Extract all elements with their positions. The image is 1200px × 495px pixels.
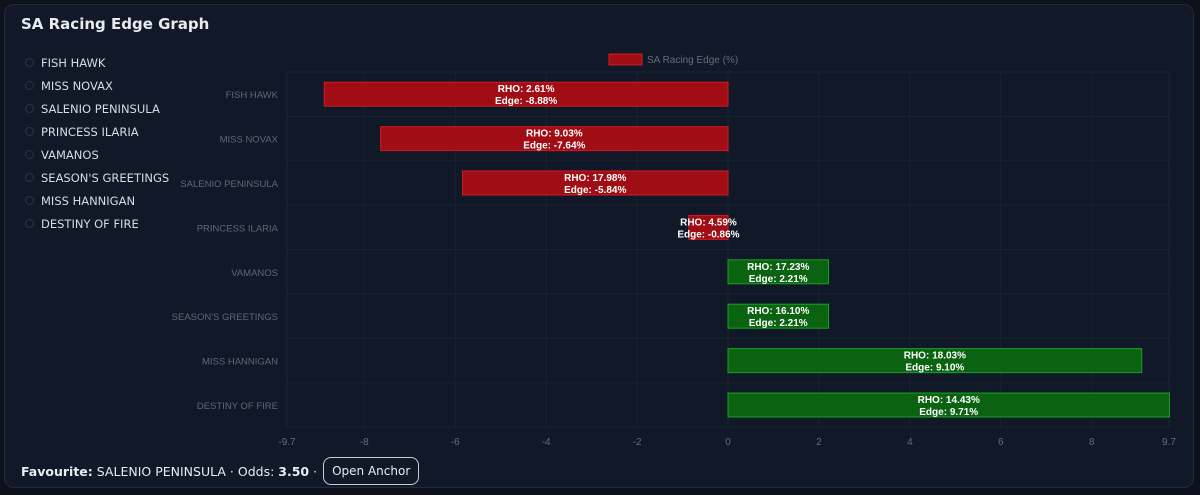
radio-icon[interactable] bbox=[25, 58, 34, 67]
odds-label: Odds: bbox=[237, 463, 275, 479]
runner-item[interactable]: VAMANOS bbox=[25, 143, 169, 166]
data-label: Edge: 9.10% bbox=[905, 363, 964, 374]
bar bbox=[461, 170, 729, 196]
x-tick-label: -4 bbox=[542, 437, 551, 448]
runner-label: VAMANOS bbox=[41, 147, 99, 162]
data-label: Edge: -5.84% bbox=[564, 185, 626, 196]
bar bbox=[727, 303, 829, 329]
data-label: Edge: 2.21% bbox=[749, 318, 808, 329]
category-label: SALENIO PENINSULA bbox=[180, 179, 278, 190]
x-tick-label: 9.7 bbox=[1162, 437, 1176, 448]
bar bbox=[380, 126, 729, 152]
data-label: RHO: 4.59% bbox=[680, 217, 737, 228]
radio-icon[interactable] bbox=[25, 196, 34, 205]
x-tick-label: 0 bbox=[725, 437, 731, 448]
data-label: Edge: 2.21% bbox=[749, 274, 808, 285]
category-label: SEASON'S GREETINGS bbox=[172, 312, 278, 323]
footer: Favourite: SALENIO PENINSULA · Odds: 3.5… bbox=[21, 457, 420, 485]
data-label: Edge: -8.88% bbox=[495, 96, 557, 107]
runner-item[interactable]: SALENIO PENINSULA bbox=[25, 97, 169, 120]
data-label: RHO: 18.03% bbox=[904, 351, 966, 362]
data-label: Edge: -0.86% bbox=[677, 229, 739, 240]
runner-list: FISH HAWK MISS NOVAX SALENIO PENINSULA P… bbox=[25, 51, 169, 235]
bar bbox=[727, 392, 1170, 418]
favourite-name: SALENIO PENINSULA bbox=[96, 463, 226, 479]
runner-label: PRINCESS ILARIA bbox=[41, 124, 139, 139]
graph-title: SA Racing Edge Graph bbox=[21, 15, 210, 33]
bar bbox=[323, 81, 729, 107]
x-tick-label: 6 bbox=[998, 437, 1004, 448]
favourite-label: Favourite: bbox=[21, 463, 93, 479]
odds-value: 3.50 bbox=[278, 463, 310, 479]
legend-label: SA Racing Edge (%) bbox=[647, 55, 738, 66]
x-tick-label: 2 bbox=[816, 437, 822, 448]
open-anchor-button[interactable]: Open Anchor bbox=[323, 457, 420, 485]
runner-label: SALENIO PENINSULA bbox=[41, 101, 160, 116]
runner-item[interactable]: FISH HAWK bbox=[25, 51, 169, 74]
data-label: RHO: 2.61% bbox=[498, 84, 555, 95]
runner-label: FISH HAWK bbox=[41, 55, 106, 70]
runner-label: MISS HANNIGAN bbox=[41, 193, 136, 208]
radio-icon[interactable] bbox=[25, 219, 34, 228]
data-label: RHO: 9.03% bbox=[526, 129, 583, 140]
runner-item[interactable]: PRINCESS ILARIA bbox=[25, 120, 169, 143]
data-label: RHO: 14.43% bbox=[918, 395, 980, 406]
runner-label: SEASON'S GREETINGS bbox=[41, 170, 170, 185]
radio-icon[interactable] bbox=[25, 127, 34, 136]
x-tick-label: -2 bbox=[633, 437, 642, 448]
x-tick-label: 8 bbox=[1089, 437, 1095, 448]
runner-item[interactable]: SEASON'S GREETINGS bbox=[25, 166, 169, 189]
data-label: RHO: 16.10% bbox=[747, 306, 809, 317]
bar bbox=[727, 348, 1143, 374]
category-label: MISS HANNIGAN bbox=[202, 357, 278, 368]
footer-separator: · bbox=[313, 463, 318, 479]
runner-label: DESTINY OF FIRE bbox=[41, 216, 139, 231]
radio-icon[interactable] bbox=[25, 173, 34, 182]
radio-icon[interactable] bbox=[25, 104, 34, 113]
category-label: DESTINY OF FIRE bbox=[197, 401, 278, 412]
category-label: FISH HAWK bbox=[226, 90, 279, 101]
footer-separator: · bbox=[229, 463, 234, 479]
runner-label: MISS NOVAX bbox=[41, 78, 113, 93]
x-tick-label: -9.7 bbox=[278, 437, 296, 448]
legend-swatch bbox=[608, 53, 643, 66]
category-label: PRINCESS ILARIA bbox=[197, 223, 279, 234]
bar bbox=[727, 259, 829, 285]
x-tick-label: 4 bbox=[907, 437, 913, 448]
data-label: RHO: 17.23% bbox=[747, 262, 809, 273]
data-label: RHO: 17.98% bbox=[564, 173, 626, 184]
x-tick-label: -8 bbox=[360, 437, 369, 448]
category-label: MISS NOVAX bbox=[220, 135, 279, 146]
radio-icon[interactable] bbox=[25, 150, 34, 159]
runner-item[interactable]: MISS NOVAX bbox=[25, 74, 169, 97]
data-label: Edge: -7.64% bbox=[523, 141, 585, 152]
category-label: VAMANOS bbox=[231, 268, 278, 279]
data-label: Edge: 9.71% bbox=[919, 407, 978, 418]
runner-item[interactable]: MISS HANNIGAN bbox=[25, 189, 169, 212]
bar bbox=[688, 214, 729, 240]
x-tick-label: -6 bbox=[451, 437, 460, 448]
radio-icon[interactable] bbox=[25, 81, 34, 90]
runner-item[interactable]: DESTINY OF FIRE bbox=[25, 212, 169, 235]
